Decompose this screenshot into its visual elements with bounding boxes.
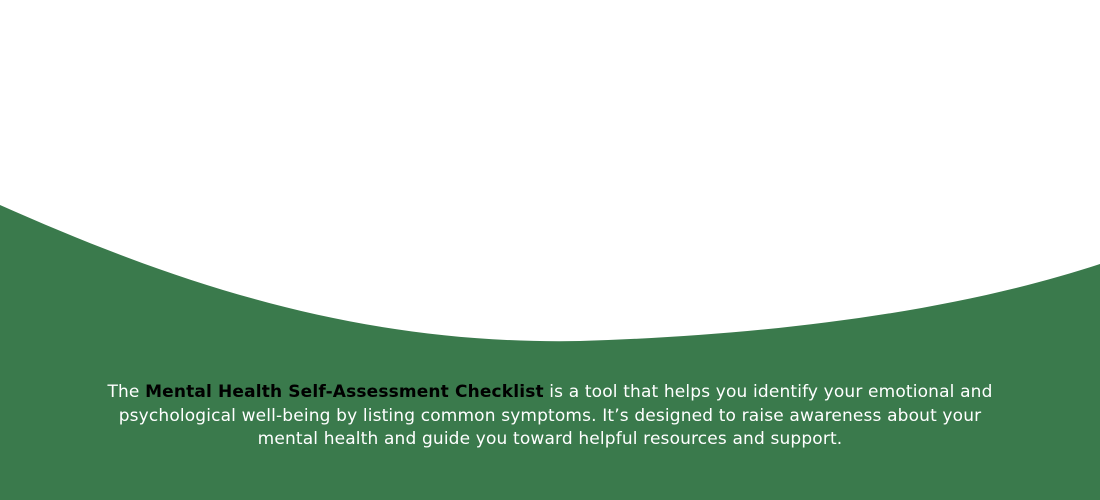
description-suffix: is a tool that helps you identify your e… xyxy=(118,382,993,449)
wave-path xyxy=(0,205,1100,500)
checklist-title-highlight: Mental Health Self-Assessment Checklist xyxy=(145,382,544,402)
checklist-description: The Mental Health Self-Assessment Checkl… xyxy=(90,381,1010,452)
description-prefix: The xyxy=(107,382,146,402)
